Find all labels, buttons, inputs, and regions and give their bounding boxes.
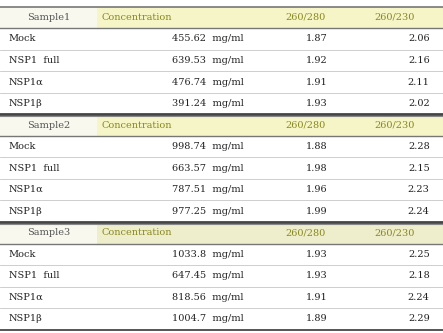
Text: Concentration: Concentration	[102, 13, 172, 22]
Text: 2.24: 2.24	[408, 293, 430, 302]
Text: 1.87: 1.87	[306, 34, 328, 44]
Text: NSP1β: NSP1β	[9, 207, 43, 216]
Text: 787.51  mg/ml: 787.51 mg/ml	[172, 185, 244, 194]
Text: 2.16: 2.16	[408, 56, 430, 65]
Bar	[97, 7, 443, 28]
Text: 2.15: 2.15	[408, 164, 430, 173]
Bar	[97, 114, 443, 136]
Text: NSP1α: NSP1α	[9, 293, 43, 302]
Text: 2.24: 2.24	[408, 207, 430, 216]
Text: Sample2: Sample2	[27, 121, 70, 130]
Bar	[97, 222, 443, 243]
Text: 260/230: 260/230	[374, 13, 415, 22]
Text: 1.91: 1.91	[306, 78, 328, 87]
Text: 639.53  mg/ml: 639.53 mg/ml	[172, 56, 244, 65]
Text: 2.11: 2.11	[408, 78, 430, 87]
Text: 1.88: 1.88	[306, 142, 328, 151]
Text: 647.45  mg/ml: 647.45 mg/ml	[172, 271, 244, 280]
Text: Mock: Mock	[9, 250, 36, 259]
Text: Sample1: Sample1	[27, 13, 70, 22]
Text: 2.02: 2.02	[408, 99, 430, 108]
Text: 2.29: 2.29	[408, 314, 430, 323]
Text: 260/280: 260/280	[286, 121, 326, 130]
Text: 1.99: 1.99	[306, 207, 328, 216]
Text: 1004.7  mg/ml: 1004.7 mg/ml	[172, 314, 244, 323]
Text: 1.91: 1.91	[306, 293, 328, 302]
Text: 455.62  mg/ml: 455.62 mg/ml	[172, 34, 244, 44]
Text: 391.24  mg/ml: 391.24 mg/ml	[172, 99, 244, 108]
Text: Mock: Mock	[9, 142, 36, 151]
Text: Sample3: Sample3	[27, 228, 70, 237]
Text: 1.92: 1.92	[306, 56, 328, 65]
Text: 260/280: 260/280	[286, 13, 326, 22]
Text: Mock: Mock	[9, 34, 36, 44]
Text: 1.93: 1.93	[306, 271, 328, 280]
Text: 1.96: 1.96	[306, 185, 328, 194]
Text: 818.56  mg/ml: 818.56 mg/ml	[172, 293, 244, 302]
Text: 2.23: 2.23	[408, 185, 430, 194]
Text: Concentration: Concentration	[102, 121, 172, 130]
Text: NSP1α: NSP1α	[9, 78, 43, 87]
Text: 260/230: 260/230	[374, 228, 415, 237]
Text: 1033.8  mg/ml: 1033.8 mg/ml	[172, 250, 244, 259]
Text: NSP1  full: NSP1 full	[9, 56, 59, 65]
Text: 2.18: 2.18	[408, 271, 430, 280]
Text: 998.74  mg/ml: 998.74 mg/ml	[172, 142, 244, 151]
Text: 977.25  mg/ml: 977.25 mg/ml	[172, 207, 244, 216]
Text: 2.06: 2.06	[408, 34, 430, 44]
Text: 1.89: 1.89	[306, 314, 328, 323]
Bar	[0, 7, 97, 28]
Text: NSP1α: NSP1α	[9, 185, 43, 194]
Text: NSP1  full: NSP1 full	[9, 271, 59, 280]
Text: 1.98: 1.98	[306, 164, 328, 173]
Text: Concentration: Concentration	[102, 228, 172, 237]
Bar	[0, 114, 97, 136]
Text: 1.93: 1.93	[306, 250, 328, 259]
Text: 1.93: 1.93	[306, 99, 328, 108]
Text: NSP1  full: NSP1 full	[9, 164, 59, 173]
Text: 2.28: 2.28	[408, 142, 430, 151]
Text: NSP1β: NSP1β	[9, 314, 43, 323]
Text: 476.74  mg/ml: 476.74 mg/ml	[172, 78, 244, 87]
Text: 2.25: 2.25	[408, 250, 430, 259]
Text: 260/230: 260/230	[374, 121, 415, 130]
Bar	[0, 222, 97, 243]
Text: 260/280: 260/280	[286, 228, 326, 237]
Text: NSP1β: NSP1β	[9, 99, 43, 108]
Text: 663.57  mg/ml: 663.57 mg/ml	[172, 164, 244, 173]
